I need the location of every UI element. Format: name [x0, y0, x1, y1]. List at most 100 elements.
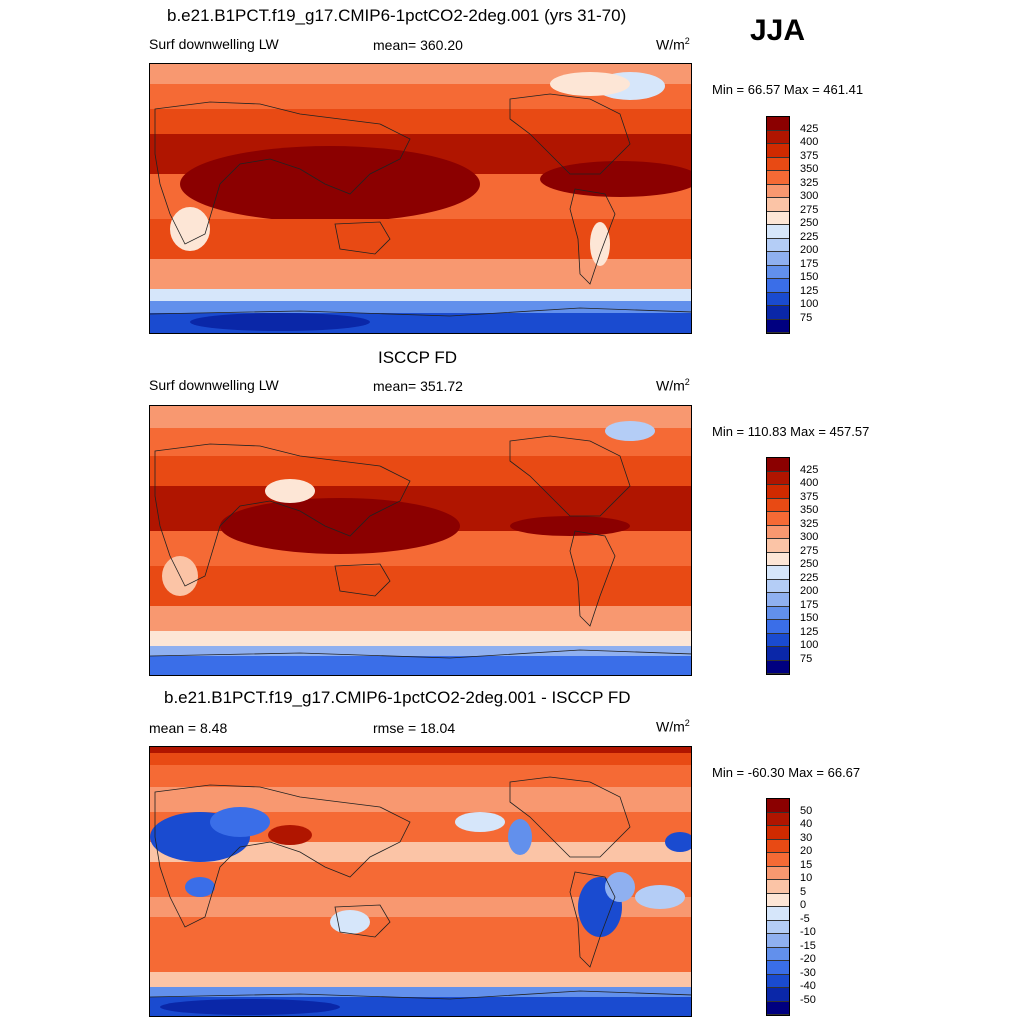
panel-2-minmax: Min = 110.83 Max = 457.57: [712, 424, 870, 439]
colorbar-tick-label: 400: [800, 477, 819, 489]
colorbar-tick-label: 300: [800, 531, 819, 543]
colorbar-tick-label: 275: [800, 203, 819, 216]
colorbar-tick-label: 40: [800, 818, 813, 830]
colorbar-tick-label: -5: [800, 912, 810, 925]
colorbar-swatch: [767, 812, 789, 826]
colorbar-swatch: [767, 471, 789, 485]
colorbar-swatch: [767, 130, 789, 144]
colorbar-swatch: [767, 839, 789, 853]
panel-2-colorbar: [766, 457, 790, 675]
colorbar-tick-label: 225: [800, 571, 819, 584]
colorbar-swatch: [767, 525, 789, 539]
colorbar-tick-label: 275: [800, 544, 819, 557]
panel-2-units: W/m2: [656, 377, 690, 394]
colorbar-tick-label: 30: [800, 831, 813, 844]
colorbar-swatch: [767, 539, 789, 553]
colorbar-tick-label: 50: [800, 804, 813, 817]
colorbar-swatch: [767, 866, 789, 880]
colorbar-swatch: [767, 117, 789, 131]
colorbar-swatch: [767, 292, 789, 306]
colorbar-swatch: [767, 974, 789, 988]
colorbar-tick-label: 100: [800, 298, 819, 310]
colorbar-tick-label: 150: [800, 271, 819, 283]
colorbar-tick-label: 425: [800, 463, 819, 476]
colorbar-tick-label: -15: [800, 939, 816, 952]
colorbar-swatch: [767, 144, 789, 158]
colorbar-tick-label: 20: [800, 845, 813, 857]
colorbar-tick-label: 100: [800, 639, 819, 651]
panel-2-mean-label: mean= 351.72: [373, 378, 463, 394]
colorbar-tick-label: -40: [800, 980, 816, 992]
panel-3-minmax: Min = -60.30 Max = 66.67: [712, 765, 861, 780]
panel-2-title: ISCCP FD: [378, 348, 458, 367]
colorbar-swatch: [767, 265, 789, 279]
colorbar-tick-label: 250: [800, 217, 819, 229]
colorbar-swatch: [767, 647, 789, 661]
colorbar-swatch: [767, 171, 789, 185]
colorbar-tick-label: 15: [800, 858, 813, 871]
colorbar-tick-label: 10: [800, 872, 813, 884]
colorbar-swatch: [767, 579, 789, 593]
colorbar-swatch: [767, 853, 789, 867]
colorbar-tick-label: 250: [800, 558, 819, 570]
panel-3-map: [149, 746, 692, 1017]
colorbar-swatch: [767, 512, 789, 526]
colorbar-tick-label: 375: [800, 490, 819, 503]
panel-3-colorbar: [766, 798, 790, 1016]
colorbar-tick-label: 225: [800, 230, 819, 243]
colorbar-tick-label: -10: [800, 926, 816, 938]
colorbar-tick-label: 125: [800, 284, 819, 297]
colorbar-swatch: [767, 633, 789, 647]
colorbar-swatch: [767, 319, 789, 333]
colorbar-swatch: [767, 566, 789, 580]
colorbar-swatch: [767, 880, 789, 894]
panel-1-minmax: Min = 66.57 Max = 461.41: [712, 82, 864, 97]
colorbar-swatch: [767, 306, 789, 320]
colorbar-tick-label: 150: [800, 612, 819, 624]
colorbar-swatch: [767, 552, 789, 566]
colorbar-swatch: [767, 211, 789, 225]
colorbar-swatch: [767, 961, 789, 975]
colorbar-tick-label: -50: [800, 993, 816, 1006]
panel-1-mean-label: mean= 360.20: [373, 37, 463, 53]
colorbar-swatch: [767, 660, 789, 674]
colorbar-swatch: [767, 826, 789, 840]
colorbar-swatch: [767, 157, 789, 171]
panel-1-title: b.e21.B1PCT.f19_g17.CMIP6-1pctCO2-2deg.0…: [167, 6, 627, 25]
colorbar-swatch: [767, 893, 789, 907]
panel-1-colorbar: [766, 116, 790, 334]
colorbar-swatch: [767, 799, 789, 813]
colorbar-tick-label: -30: [800, 966, 816, 979]
colorbar-tick-label: 375: [800, 149, 819, 162]
colorbar-swatch: [767, 947, 789, 961]
colorbar-swatch: [767, 593, 789, 607]
colorbar-swatch: [767, 225, 789, 239]
colorbar-swatch: [767, 252, 789, 266]
panel-3-title: b.e21.B1PCT.f19_g17.CMIP6-1pctCO2-2deg.0…: [164, 688, 631, 707]
colorbar-tick-label: 325: [800, 517, 819, 530]
colorbar-tick-label: 200: [800, 244, 819, 256]
colorbar-swatch: [767, 238, 789, 252]
colorbar-swatch: [767, 907, 789, 921]
panel-3-units: W/m2: [656, 718, 690, 735]
panel-3-mean-label: mean = 8.48: [149, 720, 228, 736]
colorbar-swatch: [767, 620, 789, 634]
colorbar-swatch: [767, 184, 789, 198]
colorbar-tick-label: 400: [800, 136, 819, 148]
colorbar-tick-label: 175: [800, 598, 819, 611]
panel-2-variable-label: Surf downwelling LW: [149, 377, 279, 393]
colorbar-tick-label: 125: [800, 625, 819, 638]
panel-3-rmse-label: rmse = 18.04: [373, 720, 456, 736]
colorbar-tick-label: 0: [800, 899, 807, 911]
colorbar-swatch: [767, 920, 789, 934]
colorbar-tick-label: 300: [800, 190, 819, 202]
colorbar-swatch: [767, 1001, 789, 1015]
colorbar-swatch: [767, 485, 789, 499]
season-label: JJA: [750, 14, 806, 47]
panel-1-map: [149, 63, 692, 334]
colorbar-swatch: [767, 458, 789, 472]
colorbar-tick-label: 200: [800, 585, 819, 597]
colorbar-swatch: [767, 198, 789, 212]
colorbar-tick-label: 425: [800, 122, 819, 135]
colorbar-swatch: [767, 498, 789, 512]
